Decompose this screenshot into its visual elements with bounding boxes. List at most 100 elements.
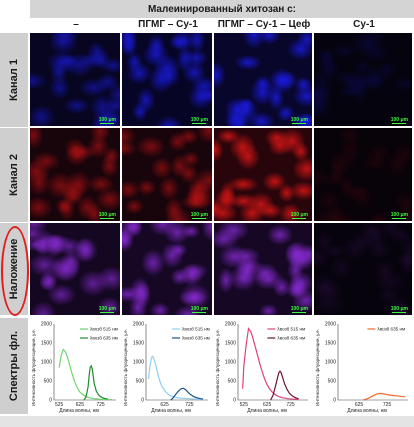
series-line-1	[242, 327, 299, 401]
x-tick-label: 525	[55, 402, 64, 408]
row-label-channel1: Канал 1	[0, 33, 28, 127]
legend-label: λвозб 635 нм	[182, 336, 210, 341]
y-tick-label: 1000	[225, 360, 236, 366]
scale-bar: 100 μm	[190, 305, 208, 313]
scale-bar-label: 100 μm	[190, 211, 208, 218]
legend-label: λвозб 635 нм	[277, 336, 305, 341]
y-tick-label: 1500	[41, 341, 52, 347]
spectrum-plot-area: 0 500 1000 1500 2000 625 725 λвозб 635 нм	[325, 322, 408, 408]
scale-bar: 100 μm	[98, 211, 116, 219]
x-axis-label: Длина волны, нм	[59, 408, 99, 414]
scale-bar: 100 μm	[290, 116, 308, 124]
series-line-2	[170, 387, 204, 401]
micrograph-channel2-col4: 100 μm	[314, 128, 412, 221]
scale-bar-label: 100 μm	[390, 305, 408, 312]
y-tick-label: 1000	[41, 360, 52, 366]
scale-bar-label: 100 μm	[390, 116, 408, 123]
x-tick-label: 725	[286, 402, 295, 408]
micrograph-overlay-col2: 100 μm	[122, 223, 212, 315]
y-tick-label: 2000	[133, 322, 144, 328]
scale-bar-line	[292, 217, 307, 219]
column-header-3: ПГМГ – Су-1 – Цеф	[217, 19, 311, 30]
y-tick-label: 2000	[41, 322, 52, 328]
x-tick-label: 725	[96, 402, 105, 408]
scale-bar-label: 100 μm	[190, 116, 208, 123]
scale-bar-line	[100, 122, 115, 124]
y-tick-label: 1500	[133, 341, 144, 347]
scale-bar-line	[392, 122, 407, 124]
micrograph-channel2-col3: 100 μm	[214, 128, 312, 221]
scale-bar-label: 100 μm	[290, 211, 308, 218]
scale-bar-line	[192, 217, 207, 219]
spectrum-plot-area: 0 500 1000 1500 2000 625 725 λвозб 515 нм λвозб …	[133, 322, 210, 408]
x-axis-label: Длина волны, нм	[347, 408, 387, 414]
scale-bar: 100 μm	[290, 211, 308, 219]
x-tick-label: 625	[263, 402, 272, 408]
scale-bar-label: 100 μm	[290, 116, 308, 123]
scale-bar: 100 μm	[98, 116, 116, 124]
scale-bar: 100 μm	[390, 211, 408, 219]
bottom-strip	[0, 416, 414, 427]
scale-bar-line	[392, 217, 407, 219]
legend-label: λвозб 515 нм	[277, 327, 305, 332]
spectrum-plot-area: 0 500 1000 1500 2000 525 625 725 λвозб 515 нм λво…	[41, 322, 118, 408]
scale-bar-label: 100 μm	[190, 305, 208, 312]
micrograph-channel1-col3: 100 μm	[214, 33, 312, 126]
row-label-channel1-text: Канал 1	[8, 59, 20, 101]
scale-bar-label: 100 μm	[98, 305, 116, 312]
legend-label: λвозб 635 нм	[90, 336, 118, 341]
micrograph-channel1-col2: 100 μm	[122, 33, 212, 126]
axes	[145, 324, 208, 401]
column-header-2: ПГМГ – Су-1	[138, 19, 198, 30]
row-label-spectra-text: Спектры фл.	[8, 330, 20, 402]
series-line-2	[83, 364, 108, 401]
row-label-channel2-text: Канал 2	[8, 154, 20, 196]
x-tick-label: 625	[160, 402, 169, 408]
row-label-spectra: Спектры фл.	[0, 318, 28, 414]
scale-bar-label: 100 μm	[290, 305, 308, 312]
scale-bar: 100 μm	[190, 116, 208, 124]
spectrum-chart-3: Интенсивность флуоресценции, у.е. Длина в…	[214, 318, 312, 414]
scale-bar: 100 μm	[98, 305, 116, 313]
axes	[237, 324, 308, 401]
series-line-1	[363, 392, 406, 401]
x-tick-label: 725	[185, 402, 194, 408]
y-tick-label: 1500	[225, 341, 236, 347]
y-tick-label: 0	[141, 398, 144, 404]
y-tick-label: 2000	[225, 322, 236, 328]
legend-label: λвозб 515 нм	[90, 327, 118, 332]
y-tick-label: 0	[49, 398, 52, 404]
y-tick-label: 500	[228, 379, 237, 385]
micrograph-channel1-col1: 100 μm	[30, 33, 120, 126]
scale-bar-line	[192, 122, 207, 124]
y-tick-label: 0	[333, 398, 336, 404]
axes	[53, 324, 116, 401]
y-tick-label: 1000	[325, 360, 336, 366]
column-header-4: Су-1	[353, 19, 375, 30]
scale-bar-line	[100, 311, 115, 313]
column-header-1: –	[73, 19, 79, 30]
series-line-1	[58, 348, 112, 401]
scale-bar: 100 μm	[290, 305, 308, 313]
y-tick-label: 1000	[133, 360, 144, 366]
row-label-channel2: Канал 2	[0, 128, 28, 222]
scale-bar-line	[292, 311, 307, 313]
scale-bar-line	[392, 311, 407, 313]
scale-bar-label: 100 μm	[390, 211, 408, 218]
series-line-2	[270, 370, 299, 401]
scale-bar: 100 μm	[390, 305, 408, 313]
x-tick-label: 725	[383, 402, 392, 408]
scale-bar: 100 μm	[190, 211, 208, 219]
micrograph-overlay-col4: 100 μm	[314, 223, 412, 315]
y-tick-label: 500	[328, 379, 337, 385]
micrograph-channel2-col2: 100 μm	[122, 128, 212, 221]
spectrum-chart-1: Интенсивность флуоресценции, у.е. Длина в…	[30, 318, 120, 414]
scale-bar: 100 μm	[390, 116, 408, 124]
x-axis-label: Длина волны, нм	[247, 408, 287, 414]
y-tick-label: 500	[136, 379, 145, 385]
y-tick-label: 1500	[325, 341, 336, 347]
legend-label: λвозб 635 нм	[377, 327, 405, 332]
micrograph-overlay-col1: 100 μm	[30, 223, 120, 315]
scale-bar-label: 100 μm	[98, 211, 116, 218]
scale-bar-label: 100 μm	[98, 116, 116, 123]
